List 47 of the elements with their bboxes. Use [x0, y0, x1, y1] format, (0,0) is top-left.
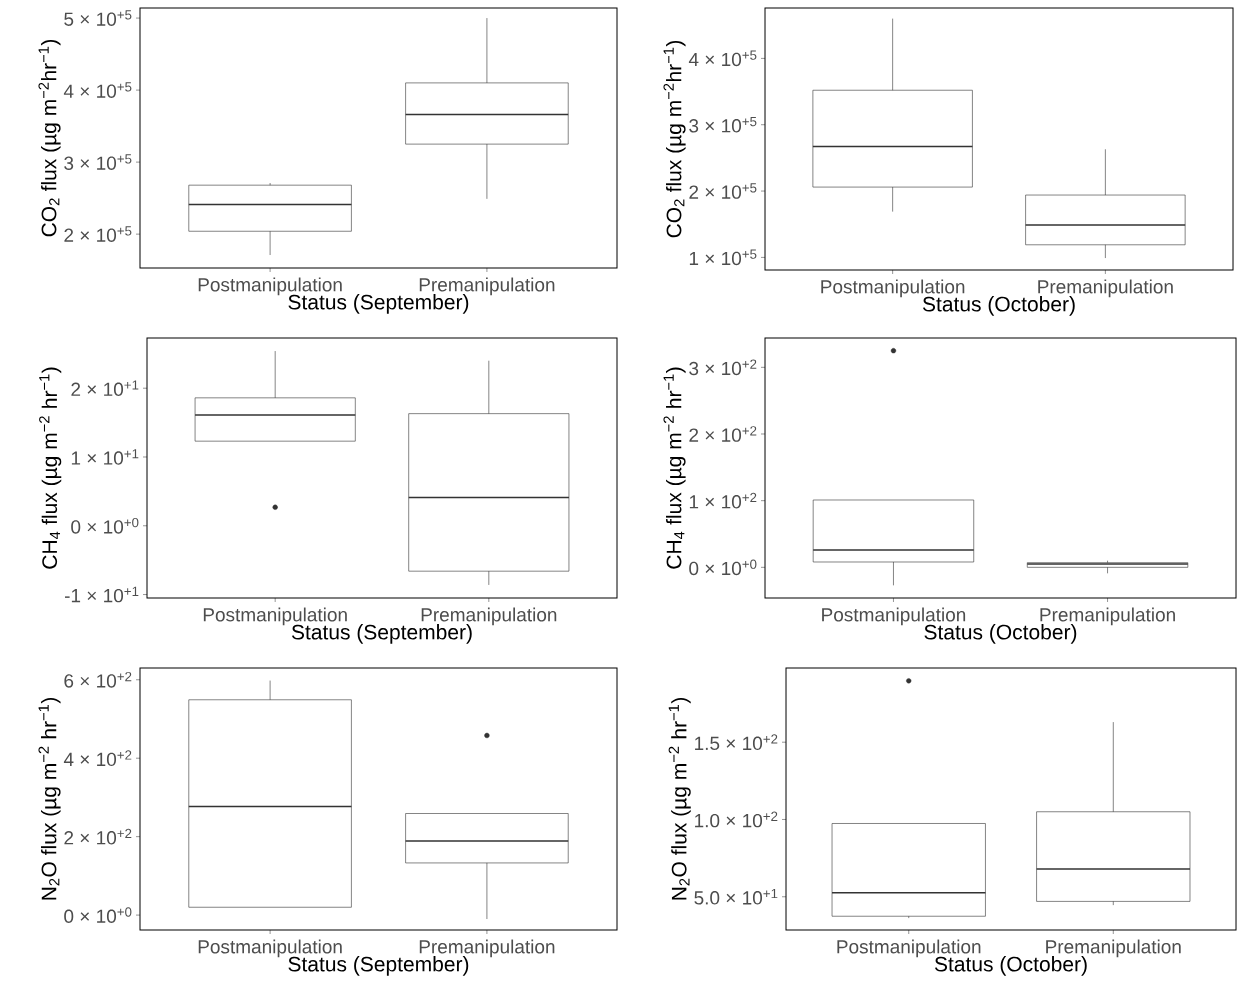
- x-tick-label: Postmanipulation: [198, 277, 342, 296]
- x-axis-title: Status (September): [291, 624, 472, 644]
- y-tick-label: -1 × 10$^{+1}$: [64, 586, 139, 603]
- x-tick-label: Postmanipulation: [837, 939, 981, 958]
- x-tick-label: Postmanipulation: [198, 939, 342, 958]
- y-tick-label: 3 × 10$^{+2}$: [689, 359, 757, 376]
- x-axis-title: Status (September): [288, 294, 469, 314]
- y-tick-label: 2 × 10$^{+5}$: [64, 226, 132, 242]
- y-tick-label: 3 × 10$^{+5}$: [689, 116, 757, 133]
- y-axis-title: CH$_{4}$ flux (µg m$^{−2}$ hr$^{−1}$): [39, 367, 62, 569]
- x-tick-label: Premanipulation: [421, 607, 557, 626]
- y-tick-label: 4 × 10$^{+2}$: [63, 750, 132, 767]
- x-axis-title: Status (October): [934, 956, 1087, 976]
- y-tick-label: 2 × 10$^{+5}$: [689, 183, 757, 199]
- x-tick-label: Premanipulation: [419, 277, 555, 296]
- y-tick-label: 5 × 10$^{+5}$: [64, 10, 132, 26]
- x-axis-title: Status (October): [922, 296, 1075, 316]
- y-axis-title: CO$_{2}$ flux (µg m$^{−2}$hr$^{−1}$): [38, 39, 61, 237]
- y-axis-title: N$_{2}$O flux (µg m$^{−2}$ hr$^{−1}$): [38, 697, 61, 900]
- x-tick-label: Postmanipulation: [203, 607, 347, 626]
- y-axis-title: CH$_{4}$ flux (µg m$^{−2}$ hr$^{−1}$): [663, 367, 686, 569]
- x-axis-title: Status (September): [288, 956, 469, 976]
- y-tick-label: 2 × 10$^{+1}$: [71, 380, 139, 397]
- y-tick-label: 6 × 10$^{+2}$: [64, 671, 132, 688]
- x-tick-label: Postmanipulation: [822, 607, 966, 626]
- x-tick-label: Premanipulation: [1046, 939, 1181, 958]
- y-axis-title: CO$_{2}$ flux (µg m$^{−2}$hr$^{−1}$): [663, 40, 686, 238]
- y-tick-label: 1 × 10$^{+1}$: [71, 449, 139, 465]
- y-tick-label: 5.0 × 10$^{+1}$: [694, 888, 778, 905]
- y-tick-label: 0 × 10$^{+0}$: [689, 559, 757, 576]
- x-axis-title: Status (October): [924, 624, 1077, 644]
- y-tick-label: 2 × 10$^{+2}$: [64, 828, 132, 845]
- y-tick-label: 2 × 10$^{+2}$: [689, 426, 757, 442]
- y-tick-label: 0 × 10$^{+0}$: [64, 907, 132, 923]
- y-tick-label: 1 × 10$^{+2}$: [689, 492, 757, 509]
- y-tick-label: 1 × 10$^{+5}$: [689, 249, 757, 266]
- y-tick-label: 4 × 10$^{+5}$: [688, 50, 757, 67]
- y-axis-title: N$_{2}$O flux (µg m$^{−2}$ hr$^{−1}$): [668, 697, 691, 900]
- x-tick-label: Premanipulation: [419, 939, 555, 958]
- y-tick-label: 1.0 × 10$^{+2}$: [695, 811, 778, 828]
- x-tick-label: Premanipulation: [1040, 607, 1175, 626]
- x-tick-label: Premanipulation: [1038, 279, 1173, 298]
- x-tick-label: Postmanipulation: [821, 279, 965, 298]
- y-tick-label: 3 × 10$^{+5}$: [64, 154, 132, 170]
- y-tick-label: 0 × 10$^{+0}$: [71, 517, 139, 534]
- y-tick-label: 1.5 × 10$^{+2}$: [695, 734, 778, 751]
- y-tick-label: 4 × 10$^{+5}$: [63, 82, 132, 98]
